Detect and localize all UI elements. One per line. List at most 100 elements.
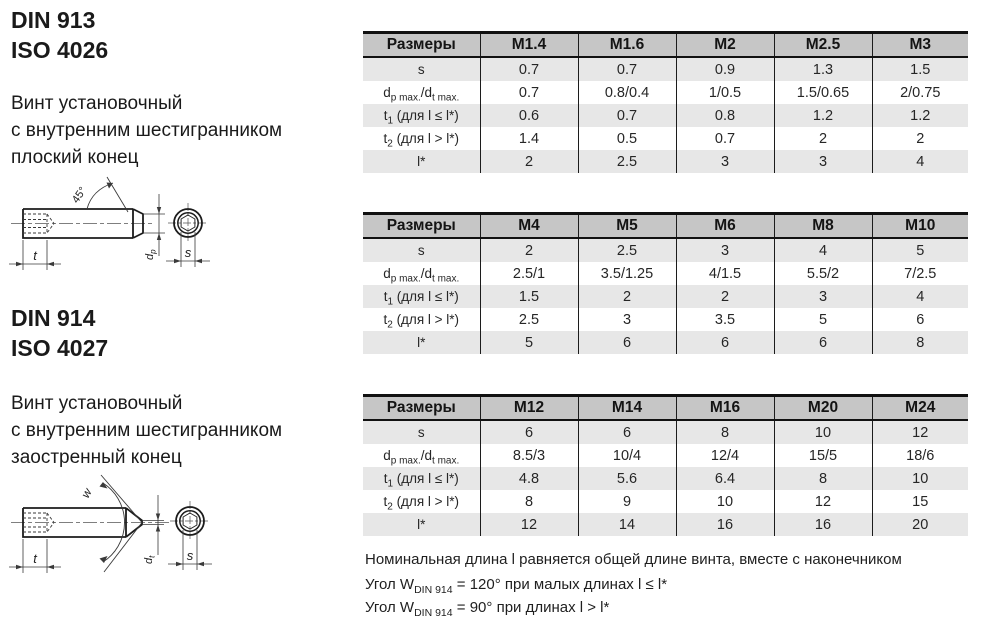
arrowhead	[155, 513, 161, 521]
value-cell: 8.5/3	[479, 444, 578, 467]
value-cell: 5	[871, 238, 968, 262]
arrowhead	[16, 261, 23, 267]
value-cell: 4	[871, 150, 968, 173]
table-row: dp max./dt max. 8.5/3 10/4 12/4 15/5 18/6	[363, 444, 968, 467]
table: Размеры M12 M14 M16 M20 M24 s 6 6 8 10 12 dp max./dt…	[363, 394, 968, 536]
dt-dimension-lines	[142, 495, 164, 555]
value-cell: 4	[871, 285, 968, 308]
value-cell: 15/5	[773, 444, 872, 467]
note-text: Номинальная длина l равняется общей длин…	[365, 551, 902, 568]
row-label: t2 (для l > l*)	[363, 127, 480, 150]
end-view	[170, 501, 210, 541]
table-row: t2 (для l > l*) 1.4 0.5 0.7 2 2	[363, 127, 968, 150]
product-description-flat-point: Винт установочный с внутренним шестигран…	[11, 90, 282, 171]
value-cell: 12	[773, 490, 872, 513]
d-subscript: t	[148, 555, 157, 558]
arrowhead	[195, 258, 202, 264]
t-value: t	[33, 248, 38, 263]
size-column-header: M24	[871, 394, 968, 421]
label-subscript: 1	[387, 115, 394, 127]
value-cell: 0.7	[577, 57, 676, 81]
arrowhead	[47, 261, 54, 267]
note-text: = 120° при малых длинах l ≤ l*	[452, 576, 668, 593]
value-cell: 1.4	[479, 127, 578, 150]
technical-drawing-cone-point: w t dt s	[9, 474, 212, 573]
value-cell: 2	[871, 127, 968, 150]
label-text: t	[383, 494, 388, 509]
hex-socket-hidden-lines	[23, 512, 55, 533]
value-cell: 5	[773, 308, 872, 331]
inner-diameter-circle	[177, 212, 199, 234]
cone-angle-label: w	[78, 485, 95, 500]
value-cell: 12/4	[675, 444, 774, 467]
label-text: t	[383, 131, 388, 146]
note-subscript: DIN 914	[414, 607, 453, 619]
table-title-cell: Размеры	[363, 394, 480, 421]
arrowhead	[106, 182, 113, 189]
value-cell: 16	[675, 513, 774, 536]
angle-value: w	[78, 485, 95, 500]
row-label: t2 (для l > l*)	[363, 490, 480, 513]
value-cell: 3	[773, 285, 872, 308]
value-cell: 10/4	[577, 444, 676, 467]
size-column-header: M5	[577, 212, 676, 239]
table: Размеры M1.4 M1.6 M2 M2.5 M3 s 0.7 0.7 0.9 1.3 1.5 d…	[363, 31, 968, 173]
value-cell: 5.6	[577, 467, 676, 490]
row-label: dp max./dt max.	[363, 262, 480, 285]
label-subscript: t max.	[432, 455, 460, 467]
value-cell: 12	[871, 420, 968, 444]
row-label: l*	[363, 150, 480, 173]
label-text: (для l ≤ l*)	[393, 108, 459, 123]
label-text: /d	[420, 448, 433, 463]
description-line: Винт установочный	[11, 93, 183, 114]
d-base: d	[144, 253, 156, 260]
arrowhead	[16, 564, 23, 570]
arrowhead	[99, 556, 108, 563]
value-cell: 6	[479, 420, 578, 444]
value-cell: 18/6	[871, 444, 968, 467]
value-cell: 0.9	[675, 57, 774, 81]
value-cell: 10	[871, 467, 968, 490]
value-cell: 8	[773, 467, 872, 490]
label-subscript: 1	[387, 478, 394, 490]
size-column-header: M12	[479, 394, 578, 421]
t-value: t	[33, 551, 38, 566]
size-column-header: M8	[773, 212, 872, 239]
dt-dimension-label: dt	[143, 555, 157, 564]
table-row: dp max./dt max. 2.5/1 3.5/1.25 4/1.5 5.5/2 7/…	[363, 262, 968, 285]
arrowhead	[174, 258, 181, 264]
table-title-cell: Размеры	[363, 31, 480, 58]
label-text: d	[383, 266, 391, 281]
value-cell: 0.7	[675, 127, 774, 150]
row-label: l*	[363, 331, 480, 354]
description-line: с внутренним шестигранником	[11, 420, 283, 441]
value-cell: 1.2	[871, 104, 968, 127]
value-cell: 3	[675, 150, 774, 173]
value-cell: 8	[871, 331, 968, 354]
value-cell: 6	[675, 331, 774, 354]
standard-code-line: ISO 4026	[11, 37, 109, 63]
value-cell: 3	[773, 150, 872, 173]
label-text: l*	[417, 335, 426, 350]
arrowhead	[47, 564, 54, 570]
arrowhead	[156, 233, 162, 240]
value-cell: 12	[479, 513, 578, 536]
value-cell: 3.5/1.25	[577, 262, 676, 285]
table-row: t1 (для l ≤ l*) 4.8 5.6 6.4 8 10	[363, 467, 968, 490]
s-dimension-lines	[168, 530, 212, 570]
table: Размеры M4 M5 M6 M8 M10 s 2 2.5 3 4 5 dp max./dt max…	[363, 212, 968, 354]
value-cell: 2	[773, 127, 872, 150]
label-subscript: 1	[387, 296, 394, 308]
row-label: dp max./dt max.	[363, 444, 480, 467]
s-dimension-label: s	[187, 548, 194, 563]
value-cell: 1.5	[871, 57, 968, 81]
value-cell: 6	[577, 420, 676, 444]
size-column-header: M10	[871, 212, 968, 239]
table-row: l* 5 6 6 6 8	[363, 331, 968, 354]
t-dimension-label: t	[33, 248, 38, 263]
value-cell: 3	[675, 238, 774, 262]
hex-socket-outline	[182, 512, 198, 530]
value-cell: 2.5	[577, 238, 676, 262]
label-subscript: 2	[387, 501, 393, 513]
label-text: d	[383, 448, 391, 463]
